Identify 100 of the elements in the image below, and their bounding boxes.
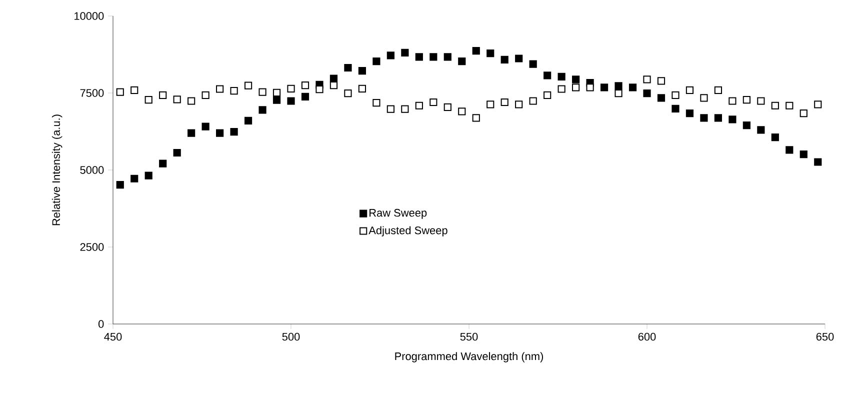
point [386, 52, 394, 60]
point [130, 174, 138, 182]
point [472, 47, 480, 55]
point [742, 96, 750, 104]
point [344, 64, 352, 72]
x-axis-title: Programmed Wavelength (nm) [395, 352, 544, 362]
point [458, 57, 466, 66]
point [500, 56, 508, 64]
point [159, 160, 167, 168]
x-tick-label: 600 [638, 332, 656, 341]
point [544, 72, 552, 80]
point [401, 105, 409, 113]
point [700, 94, 708, 102]
x-tick-label: 650 [816, 332, 834, 341]
point [401, 48, 409, 56]
point [330, 81, 338, 90]
point [230, 128, 238, 136]
point [144, 172, 152, 180]
point [814, 100, 822, 108]
point [258, 88, 266, 96]
point [330, 74, 338, 82]
point [358, 67, 366, 75]
point [316, 86, 324, 94]
point [272, 88, 281, 96]
point [586, 84, 594, 92]
point [515, 100, 523, 108]
y-axis-title: Relative Intensity (a.u.) [52, 114, 62, 226]
point [358, 84, 366, 92]
x-tick-label: 550 [460, 332, 478, 341]
point [287, 97, 295, 105]
point [430, 98, 438, 106]
point [572, 76, 580, 84]
point [116, 180, 124, 189]
point [714, 86, 722, 94]
x-tick-label: 500 [282, 332, 300, 341]
y-tick-label: 7500 [80, 89, 104, 97]
point [130, 86, 138, 94]
point [202, 91, 210, 99]
point [173, 96, 181, 104]
point [216, 129, 224, 137]
point [572, 84, 580, 92]
point [614, 82, 622, 90]
point [244, 116, 252, 125]
point [444, 103, 452, 111]
point [372, 57, 380, 66]
point [500, 98, 508, 106]
point [628, 84, 637, 92]
point [144, 96, 152, 104]
point [600, 84, 608, 92]
point [529, 60, 537, 68]
y-tick-label: 5000 [80, 166, 104, 174]
point [486, 49, 494, 58]
point [258, 106, 266, 114]
point [415, 102, 423, 110]
point [558, 72, 566, 80]
point [287, 84, 295, 92]
point [728, 116, 736, 124]
point [728, 97, 736, 105]
point [657, 77, 666, 85]
point [216, 85, 224, 93]
point [786, 102, 794, 110]
point [230, 87, 238, 95]
point [757, 97, 765, 105]
point [643, 90, 651, 98]
point [529, 97, 537, 105]
point [558, 85, 566, 93]
point [714, 114, 722, 122]
point [472, 114, 480, 122]
point [672, 91, 680, 99]
point [800, 150, 808, 158]
point [700, 114, 708, 122]
point [814, 158, 822, 166]
point [244, 82, 252, 90]
point [800, 110, 808, 118]
point [458, 108, 466, 116]
y-tick-label: 0 [98, 320, 104, 328]
point [301, 81, 310, 90]
legend-label: Adjusted Sweep [368, 226, 448, 236]
point [515, 54, 523, 62]
point [686, 110, 694, 118]
point [202, 122, 210, 130]
point [444, 53, 452, 61]
point [771, 102, 779, 110]
point [301, 92, 310, 100]
point [742, 122, 750, 130]
point [686, 86, 694, 94]
point [786, 146, 794, 154]
point [544, 91, 552, 99]
point [430, 53, 438, 61]
point [372, 99, 380, 107]
point [173, 148, 181, 157]
point [657, 94, 666, 102]
point [344, 90, 352, 98]
point [486, 100, 494, 108]
point [386, 105, 394, 113]
point [272, 96, 281, 104]
x-tick-label: 450 [104, 332, 122, 341]
point [771, 134, 779, 142]
point [188, 129, 196, 137]
point [415, 53, 423, 61]
